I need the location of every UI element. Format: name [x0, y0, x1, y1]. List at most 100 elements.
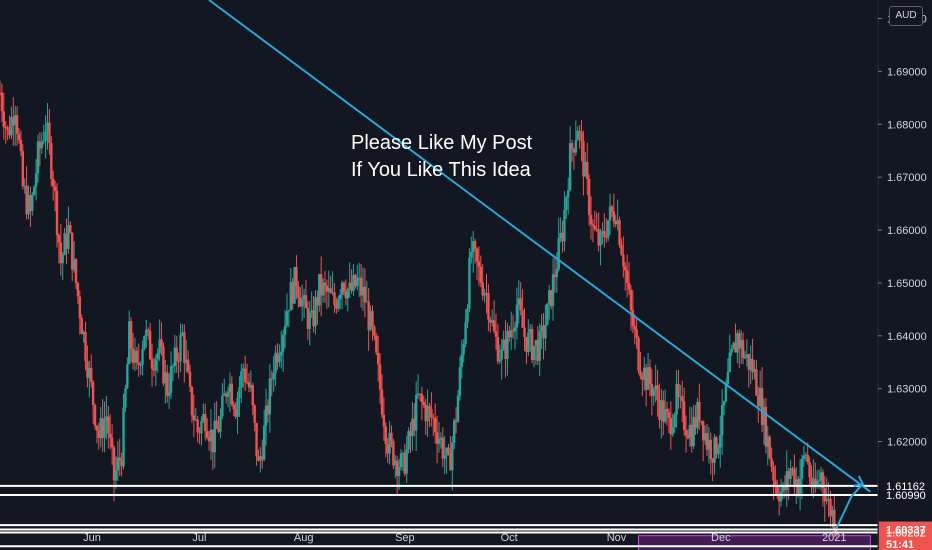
countdown-badge — [879, 536, 932, 550]
candle-body — [413, 418, 416, 431]
x-tick-label: 2021 — [822, 532, 846, 544]
candle-body — [606, 220, 610, 238]
candle-body — [107, 416, 110, 434]
candle-body — [409, 430, 412, 436]
candle-body — [198, 432, 201, 434]
candle-body — [93, 405, 97, 426]
candle-body — [289, 281, 292, 311]
level-label: 1.61162 — [886, 481, 925, 493]
candle-body — [243, 368, 247, 382]
candle-body — [386, 444, 389, 454]
candle-body — [734, 342, 737, 353]
candle-body — [751, 358, 754, 373]
candle-body — [738, 333, 741, 349]
candle-body — [481, 282, 484, 296]
candle-body — [599, 232, 602, 246]
candle-body — [390, 432, 393, 442]
y-tick-label: 1.62000 — [887, 437, 927, 449]
y-tick-label: 1.67000 — [887, 172, 927, 184]
candle-body — [219, 416, 222, 432]
candle-body — [384, 426, 387, 445]
candle-body — [504, 339, 507, 360]
levels-layer — [0, 484, 878, 548]
candle-body — [395, 460, 399, 476]
candle-body — [515, 304, 519, 328]
candle-body — [164, 372, 167, 384]
candle-body — [238, 387, 241, 399]
candle-body — [12, 117, 15, 126]
candle-body — [101, 418, 104, 438]
candle-body — [0, 92, 4, 112]
candle-body — [369, 311, 372, 331]
candle-body — [325, 285, 329, 292]
candle-body — [576, 130, 579, 141]
candle-body — [610, 206, 614, 212]
candle-body — [557, 237, 560, 270]
candle-body — [319, 273, 323, 296]
y-tick-label: 1.68000 — [887, 119, 927, 131]
y-tick-label: 1.64000 — [887, 331, 927, 343]
candle-body — [506, 330, 509, 360]
candle-body — [660, 400, 663, 420]
candle-body — [80, 317, 83, 335]
candle-body — [211, 429, 215, 453]
candle-body — [656, 385, 659, 400]
candle-body — [785, 471, 788, 490]
candle-body — [344, 291, 348, 299]
candle-body — [595, 228, 598, 230]
candle-body — [23, 185, 26, 187]
candle-body — [226, 392, 230, 397]
candle-body — [291, 281, 294, 304]
candle-body — [705, 433, 709, 450]
candle-body — [295, 267, 298, 287]
candle-body — [631, 309, 635, 327]
candle-body — [236, 398, 239, 417]
candle-body — [15, 115, 19, 135]
candle-body — [287, 310, 291, 312]
candle-body — [173, 347, 177, 367]
candle-body — [477, 261, 481, 267]
candle-body — [698, 401, 701, 421]
candle-body — [637, 337, 640, 371]
candle-body — [162, 346, 165, 384]
candle-body — [59, 242, 63, 264]
candle-body — [196, 419, 199, 433]
descending-trendline — [208, 0, 871, 493]
candle-body — [251, 385, 254, 406]
candle-body — [565, 197, 568, 211]
candle-body — [124, 388, 127, 408]
currency-label[interactable]: AUD — [889, 6, 923, 26]
x-tick-label: Jun — [83, 532, 101, 544]
candle-body — [371, 311, 374, 327]
candle-body — [97, 430, 101, 439]
candle-body — [549, 290, 553, 307]
candle-body — [399, 453, 403, 468]
candle-body — [380, 389, 384, 415]
candle-body — [148, 331, 152, 360]
candle-body — [33, 186, 36, 195]
candle-body — [720, 404, 724, 436]
candle-body — [297, 286, 300, 298]
candle-body — [245, 381, 249, 383]
candle-body — [213, 420, 216, 453]
candle-body — [479, 266, 483, 283]
candle-body — [76, 283, 80, 297]
candle-body — [65, 233, 68, 249]
candle-body — [663, 409, 667, 422]
candle-body — [827, 498, 830, 500]
candle-body — [758, 387, 762, 407]
candle-body — [128, 321, 131, 365]
candle-body — [553, 274, 557, 278]
candle-body — [72, 259, 76, 270]
candle-body — [232, 404, 235, 410]
candle-body — [633, 326, 636, 330]
candle-body — [475, 248, 479, 262]
candle-body — [340, 282, 344, 295]
candle-body — [833, 509, 836, 530]
candle-body — [760, 387, 764, 426]
candle-body — [257, 456, 260, 461]
candle-body — [27, 195, 30, 215]
candle-body — [694, 417, 697, 429]
candle-body — [502, 339, 505, 350]
